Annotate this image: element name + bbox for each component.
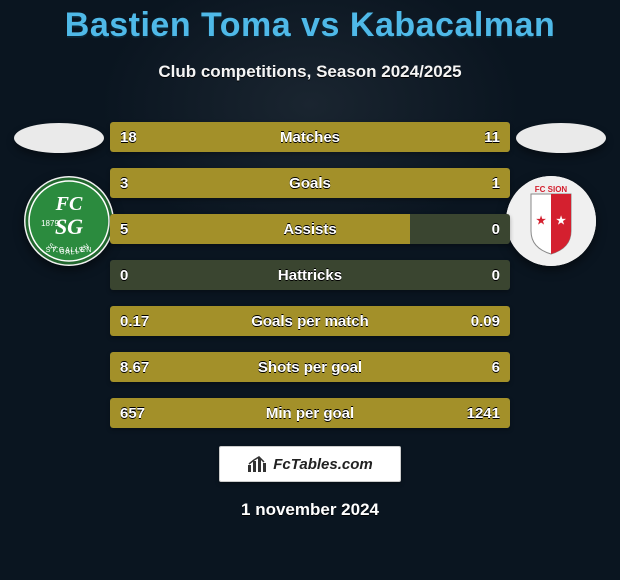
svg-text:ST.GALLEN: ST.GALLEN <box>46 247 93 254</box>
club-badge-left: FC SG 1879 ST.GALLEN ST.GALLEN <box>24 176 114 266</box>
stat-row: 8.676Shots per goal <box>110 352 510 382</box>
stat-label: Min per goal <box>110 405 510 422</box>
footer-brand-text: FcTables.com <box>273 456 372 473</box>
bar-chart-icon <box>247 455 267 473</box>
stat-label: Assists <box>110 221 510 238</box>
date-label: 1 november 2024 <box>0 500 620 520</box>
stat-label: Goals <box>110 175 510 192</box>
stats-panel: 1811Matches 31Goals 50Assists 00Hattricks 0.… <box>110 122 510 444</box>
svg-text:★: ★ <box>536 215 546 227</box>
st-gallen-badge-icon: FC SG 1879 ST.GALLEN ST.GALLEN <box>24 176 114 266</box>
stat-row: 6571241Min per goal <box>110 398 510 428</box>
stat-label: Shots per goal <box>110 359 510 376</box>
avatar-left <box>14 123 104 153</box>
stat-label: Hattricks <box>110 267 510 284</box>
svg-text:1879: 1879 <box>41 219 59 228</box>
comparison-infographic: { "title": "Bastien Toma vs Kabacalman",… <box>0 0 620 580</box>
subtitle: Club competitions, Season 2024/2025 <box>0 62 620 82</box>
svg-text:FC SION: FC SION <box>535 185 568 194</box>
svg-text:FC: FC <box>55 193 83 215</box>
stat-row: 50Assists <box>110 214 510 244</box>
stat-label: Matches <box>110 129 510 146</box>
stat-row: 1811Matches <box>110 122 510 152</box>
club-badge-right: FC SION ★ ★ <box>506 176 596 266</box>
stat-row: 00Hattricks <box>110 260 510 290</box>
svg-text:★: ★ <box>556 215 566 227</box>
stat-row: 0.170.09Goals per match <box>110 306 510 336</box>
stat-row: 31Goals <box>110 168 510 198</box>
footer-brand-badge[interactable]: FcTables.com <box>219 446 401 482</box>
page-title: Bastien Toma vs Kabacalman <box>0 6 620 45</box>
stat-label: Goals per match <box>110 313 510 330</box>
avatar-right <box>516 123 606 153</box>
svg-text:SG: SG <box>55 214 83 239</box>
fc-sion-badge-icon: FC SION ★ ★ <box>506 176 596 266</box>
